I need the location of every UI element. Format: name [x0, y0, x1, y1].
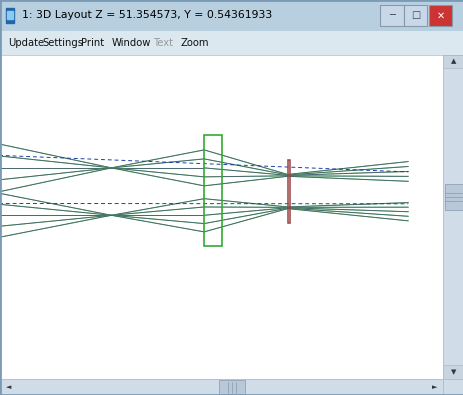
Text: ▲: ▲ [450, 58, 455, 64]
Bar [380, 5, 403, 26]
Bar [444, 184, 462, 210]
Bar [6, 8, 14, 23]
Bar [442, 379, 463, 395]
Bar [428, 5, 451, 26]
Text: ◄: ◄ [6, 384, 11, 390]
Bar [403, 5, 426, 26]
Text: ✕: ✕ [436, 10, 444, 21]
Bar [442, 365, 463, 379]
Bar [442, 55, 463, 68]
Text: Update: Update [8, 38, 44, 48]
Bar [219, 380, 244, 394]
Text: ►: ► [431, 384, 437, 390]
Text: Print: Print [81, 38, 104, 48]
Text: Window: Window [111, 38, 150, 48]
Bar [0, 379, 442, 395]
Text: ─: ─ [388, 10, 394, 21]
Bar [7, 11, 13, 19]
Bar [287, 160, 289, 223]
Bar [204, 135, 221, 246]
Bar [0, 55, 442, 379]
Text: □: □ [410, 10, 419, 21]
Text: 1: 3D Layout Z = 51.354573, Y = 0.54361933: 1: 3D Layout Z = 51.354573, Y = 0.543619… [22, 10, 272, 21]
Text: ▼: ▼ [450, 369, 455, 375]
Bar [0, 31, 463, 55]
Text: Zoom: Zoom [181, 38, 209, 48]
Bar [442, 55, 463, 379]
Bar [0, 0, 463, 31]
Text: Text: Text [153, 38, 173, 48]
Text: Settings: Settings [43, 38, 83, 48]
